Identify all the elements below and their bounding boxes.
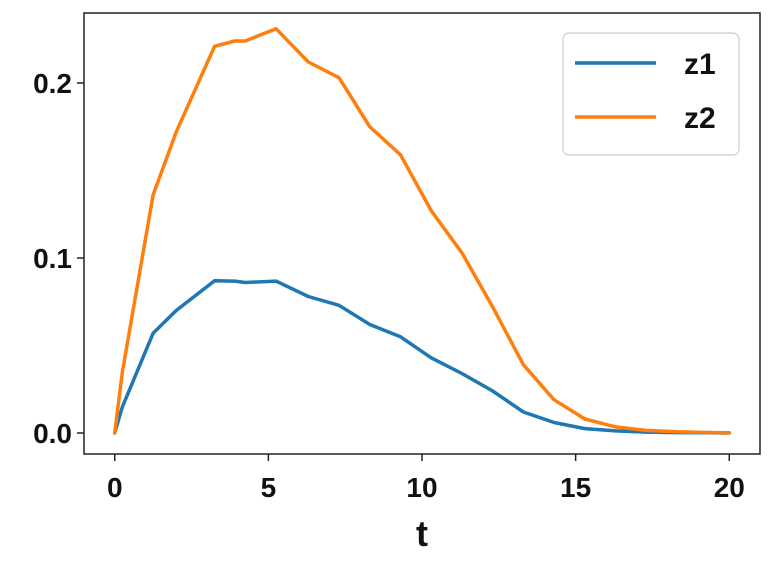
x-tick-label: 10 (406, 472, 437, 503)
legend: z1 z2 (562, 32, 740, 156)
x-tick-label: 15 (560, 472, 591, 503)
x-axis-label: t (416, 513, 428, 554)
series-line-z1 (112, 279, 732, 435)
x-tick-label: 20 (714, 472, 745, 503)
y-tick-label: 0.0 (33, 418, 72, 449)
series-line-z2 (112, 26, 732, 435)
x-axis: 0 5 10 15 20 (107, 454, 745, 503)
legend-label-z2: z2 (684, 102, 716, 135)
series-layer (112, 26, 732, 435)
y-tick-label: 0.2 (33, 68, 72, 99)
y-tick-label: 0.1 (33, 243, 72, 274)
x-tick-label: 0 (107, 472, 123, 503)
legend-label-z1: z1 (684, 48, 716, 81)
y-axis: 0.0 0.1 0.2 (33, 68, 84, 449)
x-tick-label: 5 (261, 472, 277, 503)
